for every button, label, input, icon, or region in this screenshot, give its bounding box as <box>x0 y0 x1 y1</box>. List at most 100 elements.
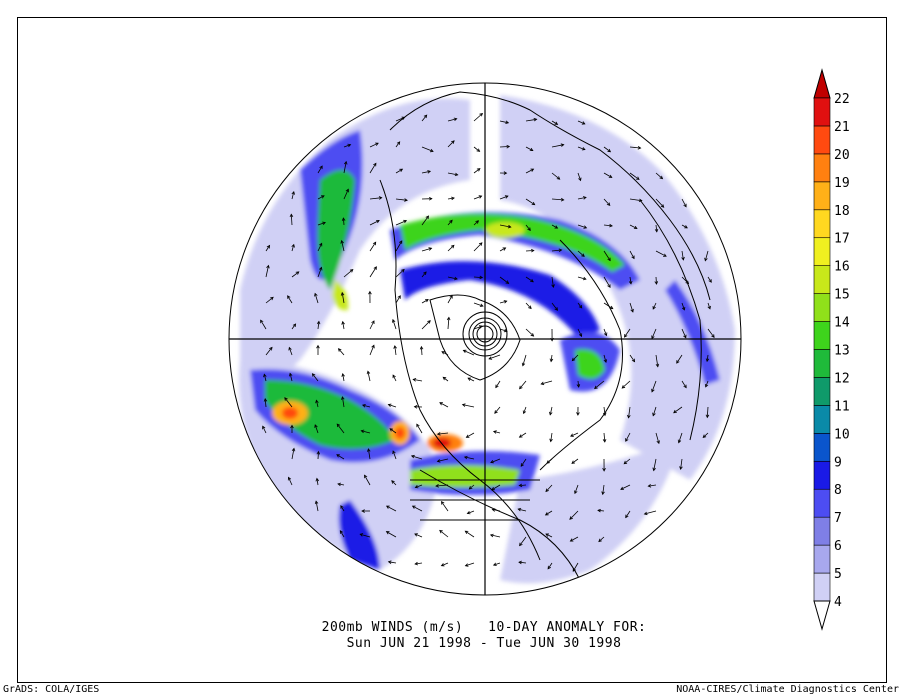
wind-vector <box>314 293 319 304</box>
wind-vector <box>525 302 532 309</box>
wind-vector <box>265 347 273 356</box>
wind-vector-head <box>478 242 483 246</box>
wind-vector-head <box>571 460 576 464</box>
wind-vector-head <box>628 280 633 285</box>
wind-vector-head <box>343 160 348 165</box>
wind-vector <box>317 451 319 460</box>
wind-vector <box>519 536 527 546</box>
wind-vector <box>447 295 453 304</box>
wind-vector <box>317 222 326 226</box>
wind-vector <box>603 172 612 178</box>
wind-vector <box>546 458 553 464</box>
wind-vector-head <box>556 176 561 180</box>
wind-vector-head <box>491 486 495 491</box>
wind-vector-head <box>505 280 510 284</box>
wind-vector <box>291 323 296 330</box>
wind-vector-head <box>663 253 667 257</box>
wind-vector <box>343 161 347 174</box>
colorbar-tick-label: 4 <box>834 595 842 610</box>
wind-vector-head <box>488 356 493 360</box>
wind-vector-head <box>466 511 471 515</box>
wind-vector-head <box>451 196 455 201</box>
wind-vector <box>447 317 450 330</box>
wind-vector-head <box>454 276 458 281</box>
wind-vector-head <box>385 505 390 509</box>
wind-vector <box>577 172 581 181</box>
wind-vector <box>389 428 397 434</box>
wind-vector <box>681 250 684 260</box>
wind-vector <box>572 562 579 572</box>
wind-vector-head <box>392 318 396 323</box>
wind-vector <box>519 432 527 438</box>
wind-vector <box>551 276 554 288</box>
wind-vector-head <box>322 221 326 225</box>
wind-vector-head <box>478 195 483 199</box>
wind-vector <box>462 404 475 408</box>
wind-vector <box>707 302 711 309</box>
wind-vector-head <box>371 344 375 349</box>
wind-vector <box>629 172 640 180</box>
wind-vector <box>705 380 709 388</box>
wind-vector-head <box>530 248 535 253</box>
wind-vector <box>265 265 269 278</box>
wind-vector-head <box>627 414 631 419</box>
wind-vector-head <box>522 410 527 415</box>
colorbar-segment <box>813 293 831 322</box>
wind-vector <box>469 484 475 490</box>
map-title-line2: Sun JUN 21 1998 - Tue JUN 30 1998 <box>346 636 622 651</box>
wind-vector <box>550 432 553 442</box>
wind-vector-head <box>683 334 687 339</box>
wind-vector-head <box>578 177 582 182</box>
wind-vector <box>655 354 659 367</box>
wind-vector <box>421 114 428 122</box>
wind-vector <box>473 146 480 152</box>
wind-vector <box>473 168 481 174</box>
wind-vector-head <box>677 439 682 444</box>
wind-vector <box>625 432 631 442</box>
wind-vector <box>603 354 607 363</box>
wind-vector-head <box>558 248 563 253</box>
wind-vector-head <box>495 384 499 389</box>
wind-vector-head <box>656 440 660 445</box>
wind-vector-head <box>475 220 479 224</box>
wind-vector-head <box>263 373 267 378</box>
wind-vector-head <box>414 561 419 566</box>
colorbar-tick-label: 22 <box>834 92 850 107</box>
wind-vector-head <box>436 459 441 463</box>
wind-vector <box>317 267 322 278</box>
wind-vector-head <box>549 411 553 416</box>
wind-vector <box>551 172 560 180</box>
wind-vector <box>435 484 449 487</box>
wind-vector-head <box>503 171 508 175</box>
wind-vector <box>493 431 501 434</box>
wind-vector-head <box>704 257 708 262</box>
wind-vector <box>577 328 582 337</box>
wind-vector <box>499 120 509 124</box>
colorbar-tick-label: 5 <box>834 567 842 582</box>
wind-vector <box>488 354 501 360</box>
wind-vector <box>603 146 611 153</box>
wind-vector-head <box>262 425 266 430</box>
wind-vector-head <box>428 247 433 251</box>
wind-vector-head <box>349 269 354 273</box>
wind-vector <box>369 345 375 356</box>
wind-vector-head <box>464 563 469 567</box>
wind-vector <box>441 501 449 512</box>
wind-vector-head <box>652 305 656 310</box>
wind-vector-head <box>287 295 291 299</box>
wind-vector-head <box>391 480 395 484</box>
wind-vector-head <box>570 433 574 437</box>
wind-vector-head <box>630 308 634 313</box>
colorbar-segment <box>813 125 831 155</box>
wind-vector <box>494 406 501 414</box>
wind-vector <box>598 536 605 542</box>
wind-vector <box>317 165 323 174</box>
wind-vector <box>623 458 631 465</box>
wind-vector <box>499 328 508 332</box>
wind-vector <box>678 432 683 443</box>
wind-vector-head <box>387 560 392 565</box>
wind-vector-head <box>361 404 366 408</box>
colorbar-tick-label: 8 <box>834 483 842 498</box>
wind-vector-head <box>502 247 507 251</box>
wind-vector <box>369 142 379 148</box>
